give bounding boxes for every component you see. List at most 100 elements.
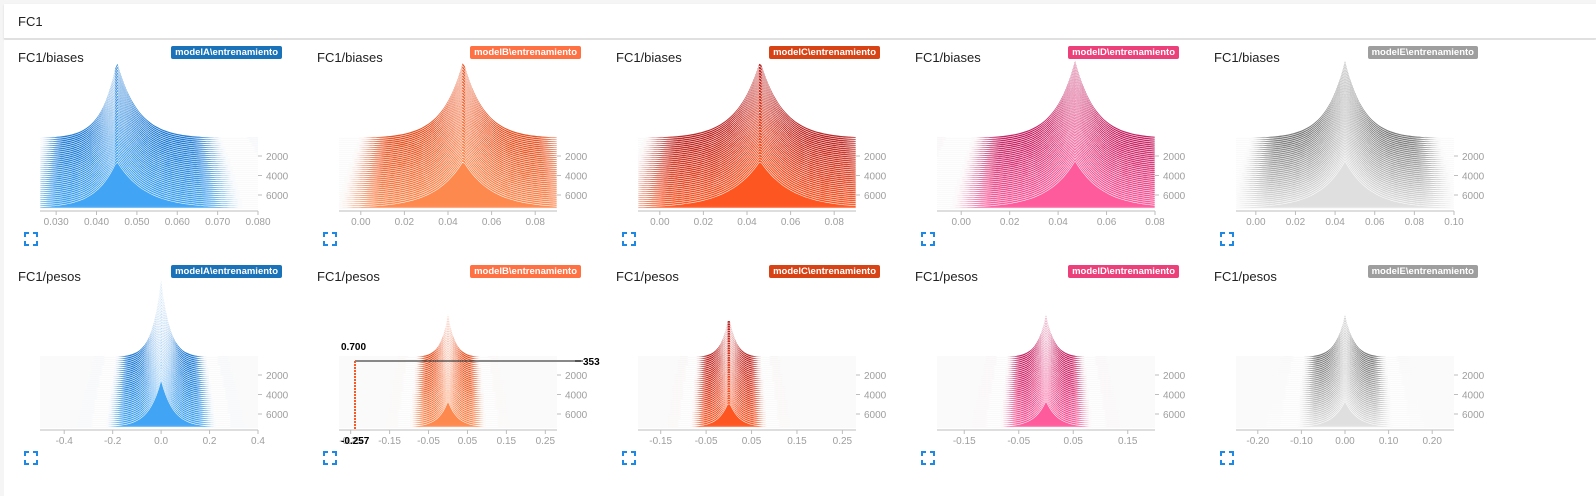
expand-button[interactable] [323, 232, 337, 246]
histogram-ridge [638, 394, 856, 420]
histogram-ridge [40, 378, 258, 428]
fullscreen-expand-icon [1220, 451, 1234, 465]
y-tick-label: 4000 [864, 172, 887, 183]
histogram-ridge [39, 73, 259, 147]
fullscreen-expand-icon [24, 451, 38, 465]
x-tick-label: 0.030 [44, 217, 69, 228]
x-tick-label: 0.00 [1246, 217, 1266, 228]
histogram-card[interactable]: -0.25 -0.15 -0.05 0.05 0.15 0.25 2000 4000 6000 0… [303, 259, 601, 477]
histogram-ridge [39, 94, 259, 161]
x-tick-label: 0.15 [1118, 436, 1138, 447]
x-tick-label: -0.05 [1007, 436, 1030, 447]
histogram-ridge [39, 82, 259, 153]
y-tick-label: 2000 [864, 152, 887, 163]
y-tick-label: 2000 [1163, 152, 1186, 163]
expand-button[interactable] [1220, 451, 1234, 465]
fullscreen-expand-icon [323, 451, 337, 465]
x-tick-label: 0.10 [1444, 217, 1464, 228]
expand-button[interactable] [24, 451, 38, 465]
run-tag: modelE\entrenamiento [1367, 265, 1478, 278]
x-tick-label: 0.10 [1379, 436, 1399, 447]
x-tick-label: 0.05 [458, 436, 478, 447]
x-tick-label: 0.06 [781, 217, 801, 228]
x-tick-label: 0.04 [737, 217, 757, 228]
histogram-ridge [39, 85, 259, 155]
histogram-chart[interactable]: 0.00 0.02 0.04 0.06 0.08 0.10 2000 4000 6000 [1200, 40, 1498, 258]
x-tick-label: -0.4 [56, 436, 74, 447]
histogram-ridge [338, 82, 558, 153]
histogram-card[interactable]: -0.15 -0.05 0.05 0.15 2000 4000 6000 FC1/pesos m… [901, 259, 1199, 477]
run-tag: modelA\entrenamiento [171, 46, 282, 59]
histogram-chart[interactable]: -0.4 -0.2 0.0 0.2 0.4 2000 4000 6000 [4, 259, 302, 477]
y-tick-label: 4000 [1163, 172, 1186, 183]
histogram-card[interactable]: 0.00 0.02 0.04 0.06 0.08 2000 4000 6000 FC1/bias… [901, 40, 1199, 258]
x-tick-label: 0.00 [650, 217, 670, 228]
histogram-ridge [638, 389, 856, 416]
y-tick-label: 4000 [1462, 172, 1485, 183]
histogram-ridge [1236, 400, 1454, 428]
histogram-ridge [338, 67, 558, 143]
x-tick-label: 0.05 [1064, 436, 1084, 447]
expand-button[interactable] [921, 232, 935, 246]
x-tick-label: 0.08 [525, 217, 545, 228]
histogram-ridge [338, 161, 558, 209]
run-tag: modelD\entrenamiento [1068, 46, 1179, 59]
histogram-ridge [638, 387, 856, 414]
histogram-ridge [638, 361, 856, 392]
histogram-card[interactable]: 0.030 0.040 0.050 0.060 0.070 0.080 2000 4000 60… [4, 40, 302, 258]
histogram-ridge [638, 375, 856, 404]
x-tick-label: 0.20 [1422, 436, 1442, 447]
y-tick-label: 4000 [1462, 391, 1485, 402]
expand-button[interactable] [24, 232, 38, 246]
y-tick-label: 2000 [266, 152, 289, 163]
histogram-card[interactable]: -0.20 -0.10 0.00 0.10 0.20 2000 4000 6000 FC1/pe… [1200, 259, 1498, 477]
fullscreen-expand-icon [921, 232, 935, 246]
histogram-card[interactable]: -0.15 -0.05 0.05 0.15 0.25 2000 4000 6000 FC1/pe… [602, 259, 900, 477]
histogram-title: FC1/biases [616, 50, 682, 65]
x-tick-label: 0.00 [951, 217, 971, 228]
histogram-ridge [338, 73, 558, 147]
histogram-chart[interactable]: 0.00 0.02 0.04 0.06 0.08 2000 4000 6000 [303, 40, 601, 258]
expand-button[interactable] [1220, 232, 1234, 246]
x-tick-label: 0.2 [203, 436, 217, 447]
histogram-ridge [338, 76, 558, 149]
histogram-chart[interactable]: 0.030 0.040 0.050 0.060 0.070 0.080 2000 4000 60… [4, 40, 302, 258]
histogram-chart[interactable]: -0.15 -0.05 0.05 0.15 0.25 2000 4000 6000 [602, 259, 900, 477]
x-tick-label: -0.2 [104, 436, 122, 447]
histogram-title: FC1/biases [915, 50, 981, 65]
fullscreen-expand-icon [24, 232, 38, 246]
histogram-card[interactable]: 0.00 0.02 0.04 0.06 0.08 0.10 2000 4000 6000 FC1/… [1200, 40, 1498, 258]
histogram-ridge [638, 330, 856, 366]
histogram-chart[interactable]: -0.25 -0.15 -0.05 0.05 0.15 0.25 2000 4000 6000 0… [303, 259, 601, 477]
x-tick-label: 0.02 [694, 217, 714, 228]
x-tick-label: 0.25 [536, 436, 556, 447]
x-tick-label: -0.20 [1246, 436, 1269, 447]
y-tick-label: 6000 [1163, 410, 1186, 421]
y-tick-label: 4000 [1163, 391, 1186, 402]
expand-button[interactable] [921, 451, 935, 465]
histogram-card[interactable]: 0.00 0.02 0.04 0.06 0.08 2000 4000 6000 FC1/bias… [602, 40, 900, 258]
histogram-card[interactable]: -0.4 -0.2 0.0 0.2 0.4 2000 4000 6000 FC1/pesos mo… [4, 259, 302, 477]
histogram-chart[interactable]: -0.20 -0.10 0.00 0.10 0.20 2000 4000 6000 [1200, 259, 1498, 477]
histogram-ridge [638, 334, 856, 370]
y-tick-label: 4000 [565, 172, 588, 183]
fullscreen-expand-icon [323, 232, 337, 246]
expand-button[interactable] [622, 451, 636, 465]
y-tick-label: 2000 [565, 152, 588, 163]
expand-button[interactable] [323, 451, 337, 465]
histogram-chart[interactable]: 0.00 0.02 0.04 0.06 0.08 2000 4000 6000 [901, 40, 1199, 258]
run-tag: modelD\entrenamiento [1068, 265, 1179, 278]
x-tick-label: 0.04 [1325, 217, 1345, 228]
x-tick-label: 0.02 [395, 217, 415, 228]
section-header[interactable]: FC1 [4, 4, 1596, 39]
histogram-card[interactable]: 0.00 0.02 0.04 0.06 0.08 2000 4000 6000 FC1/bias… [303, 40, 601, 258]
histogram-ridge [638, 358, 856, 390]
histogram-chart[interactable]: -0.15 -0.05 0.05 0.15 2000 4000 6000 [901, 259, 1199, 477]
hover-x-value: -0.257 [341, 436, 370, 447]
histogram-chart[interactable]: 0.00 0.02 0.04 0.06 0.08 2000 4000 6000 [602, 40, 900, 258]
histogram-ridge [637, 161, 857, 209]
expand-button[interactable] [622, 232, 636, 246]
histogram-ridge [638, 401, 856, 426]
y-tick-label: 4000 [565, 391, 588, 402]
histogram-title: FC1/pesos [317, 269, 380, 284]
